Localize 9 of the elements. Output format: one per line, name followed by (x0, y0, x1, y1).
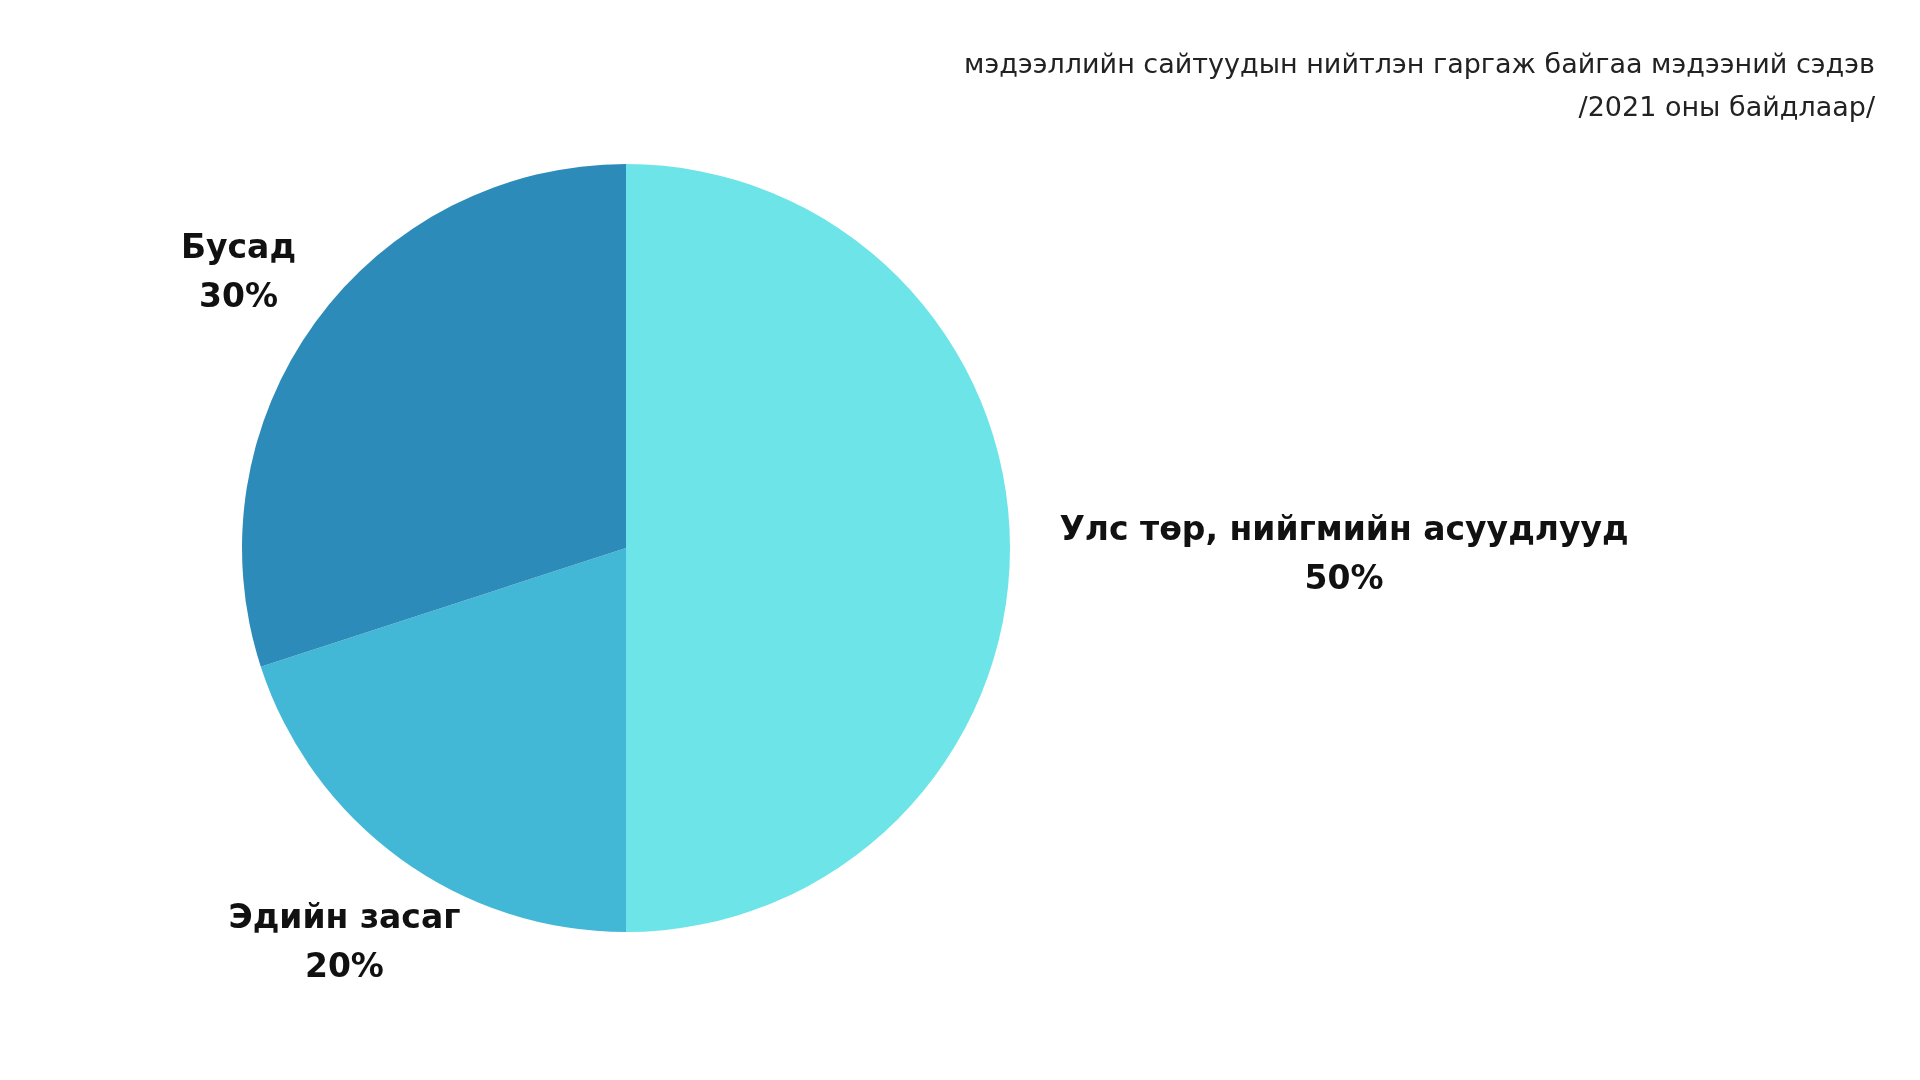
text: /2021 оны байдлаар/ (1577, 90, 1875, 124)
data-label: 20% (304, 945, 384, 985)
data-label: 30% (198, 276, 278, 316)
chart-title: мэдээллийн сайтуудын нийтлэн гаргаж байгаа мэдээний сэдэв (964, 47, 1875, 81)
slice-label: Эдийн засаг (228, 896, 461, 936)
data-label: 50% (1304, 558, 1384, 597)
slice-label: Бусад (180, 227, 297, 267)
pie-slice (626, 164, 1010, 932)
slice-label: Улс төр, нийгмийн асуудлууд (1059, 509, 1629, 548)
